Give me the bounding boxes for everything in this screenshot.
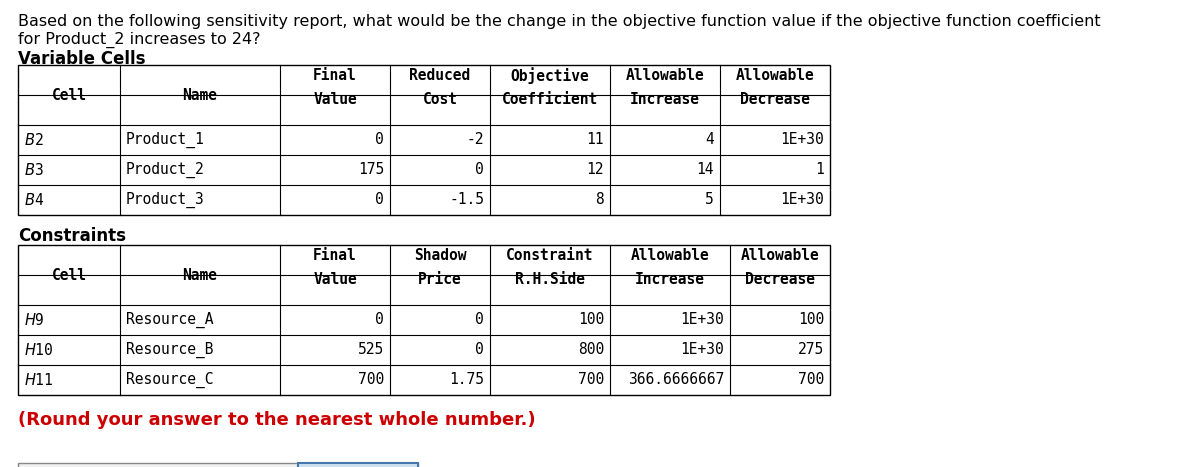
- Bar: [18, 245, 830, 395]
- Text: $H$11: $H$11: [24, 372, 54, 388]
- Text: Cell: Cell: [52, 87, 86, 102]
- Text: 0: 0: [376, 312, 384, 327]
- Text: -1.5: -1.5: [449, 192, 484, 207]
- Text: Objective: Objective: [511, 67, 589, 84]
- Text: 5: 5: [706, 192, 714, 207]
- Bar: [18, 65, 830, 215]
- Text: Resource_B: Resource_B: [126, 342, 214, 358]
- Text: 14: 14: [696, 163, 714, 177]
- Text: $B$2: $B$2: [24, 132, 43, 148]
- Text: -2: -2: [467, 133, 484, 148]
- Text: 11: 11: [587, 133, 604, 148]
- Text: Price: Price: [418, 272, 462, 287]
- Text: 800: 800: [577, 342, 604, 358]
- Text: 275: 275: [798, 342, 824, 358]
- Text: Final: Final: [313, 248, 356, 263]
- Text: 700: 700: [577, 373, 604, 388]
- Text: 1: 1: [815, 163, 824, 177]
- Text: Product_2: Product_2: [126, 162, 205, 178]
- Text: Constraints: Constraints: [18, 227, 126, 245]
- Text: Reduced: Reduced: [409, 68, 470, 83]
- Text: Increase: Increase: [630, 92, 700, 107]
- Text: $H$9: $H$9: [24, 312, 44, 328]
- Text: Cell: Cell: [52, 268, 86, 283]
- Text: (Round your answer to the nearest whole number.): (Round your answer to the nearest whole …: [18, 411, 535, 429]
- Text: Value: Value: [313, 92, 356, 107]
- Text: $B$4: $B$4: [24, 192, 44, 208]
- Text: 0: 0: [376, 133, 384, 148]
- Text: R.H.Side: R.H.Side: [515, 272, 586, 287]
- Text: 1E+30: 1E+30: [780, 133, 824, 148]
- Text: 366.6666667: 366.6666667: [628, 373, 724, 388]
- Text: 12: 12: [587, 163, 604, 177]
- Text: $H$10: $H$10: [24, 342, 54, 358]
- Text: Allowable: Allowable: [736, 68, 815, 83]
- Text: Based on the following sensitivity report, what would be the change in the objec: Based on the following sensitivity repor…: [18, 14, 1100, 29]
- Text: Allowable: Allowable: [740, 248, 820, 263]
- Text: 4: 4: [706, 133, 714, 148]
- Text: 525: 525: [358, 342, 384, 358]
- Text: Allowable: Allowable: [631, 248, 709, 263]
- Text: Name: Name: [182, 268, 217, 283]
- Text: Decrease: Decrease: [745, 272, 815, 287]
- Bar: [298, 463, 418, 467]
- Text: Name: Name: [182, 87, 217, 102]
- Text: 1E+30: 1E+30: [680, 342, 724, 358]
- Text: 0: 0: [475, 312, 484, 327]
- Text: Resource_A: Resource_A: [126, 312, 214, 328]
- Text: 0: 0: [376, 192, 384, 207]
- Text: 700: 700: [798, 373, 824, 388]
- Text: 100: 100: [577, 312, 604, 327]
- Text: Variable Cells: Variable Cells: [18, 50, 145, 68]
- Text: 175: 175: [358, 163, 384, 177]
- Text: Constraint: Constraint: [506, 248, 594, 263]
- Text: 0: 0: [475, 163, 484, 177]
- Text: Coefficient: Coefficient: [502, 92, 598, 107]
- Text: Product_3: Product_3: [126, 192, 205, 208]
- Text: for Product_2 increases to 24?: for Product_2 increases to 24?: [18, 32, 260, 48]
- Text: Shadow: Shadow: [414, 248, 467, 263]
- Text: 0: 0: [475, 342, 484, 358]
- Text: Increase: Increase: [635, 272, 706, 287]
- Text: Final: Final: [313, 68, 356, 83]
- Bar: [18, 463, 418, 467]
- Text: 8: 8: [595, 192, 604, 207]
- Text: Resource_C: Resource_C: [126, 372, 214, 388]
- Text: Decrease: Decrease: [740, 92, 810, 107]
- Text: Value: Value: [313, 272, 356, 287]
- Text: 1.75: 1.75: [449, 373, 484, 388]
- Text: Allowable: Allowable: [625, 68, 704, 83]
- Text: 1E+30: 1E+30: [680, 312, 724, 327]
- Text: 700: 700: [358, 373, 384, 388]
- Text: 1E+30: 1E+30: [780, 192, 824, 207]
- Text: Cost: Cost: [422, 92, 457, 107]
- Text: 100: 100: [798, 312, 824, 327]
- Text: $B$3: $B$3: [24, 162, 43, 178]
- Text: Product_1: Product_1: [126, 132, 205, 148]
